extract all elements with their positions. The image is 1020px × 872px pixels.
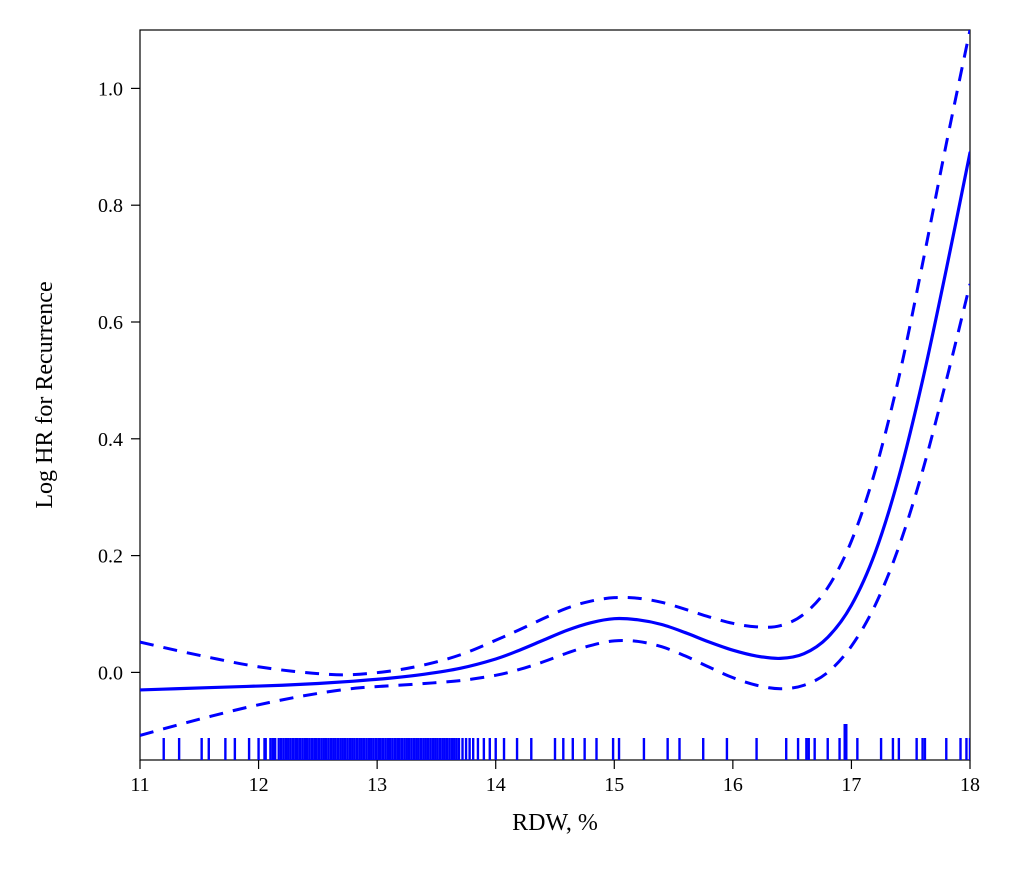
- svg-text:15: 15: [604, 774, 624, 796]
- svg-text:13: 13: [367, 774, 387, 796]
- svg-text:14: 14: [486, 774, 506, 796]
- chart-container: 11 12 13 14 15 16 17 18 0.0 0.2 0.4 0.6 0.8 1.0 RDW, %…: [0, 0, 1020, 872]
- y-axis-label: Log HR for Recurrence: [32, 281, 58, 508]
- svg-text:0.2: 0.2: [98, 546, 123, 568]
- svg-text:0.4: 0.4: [98, 429, 123, 451]
- svg-text:0.0: 0.0: [98, 662, 123, 684]
- svg-text:18: 18: [960, 774, 980, 796]
- svg-text:11: 11: [130, 774, 149, 796]
- svg-text:1.0: 1.0: [98, 78, 123, 100]
- spline-chart: 11 12 13 14 15 16 17 18 0.0 0.2 0.4 0.6 0.8 1.0 RDW, %…: [0, 0, 1020, 872]
- x-axis-label: RDW, %: [512, 810, 598, 836]
- svg-text:12: 12: [249, 774, 269, 796]
- svg-text:0.8: 0.8: [98, 195, 123, 217]
- svg-text:16: 16: [723, 774, 743, 796]
- svg-text:17: 17: [841, 774, 861, 796]
- svg-text:0.6: 0.6: [98, 312, 123, 334]
